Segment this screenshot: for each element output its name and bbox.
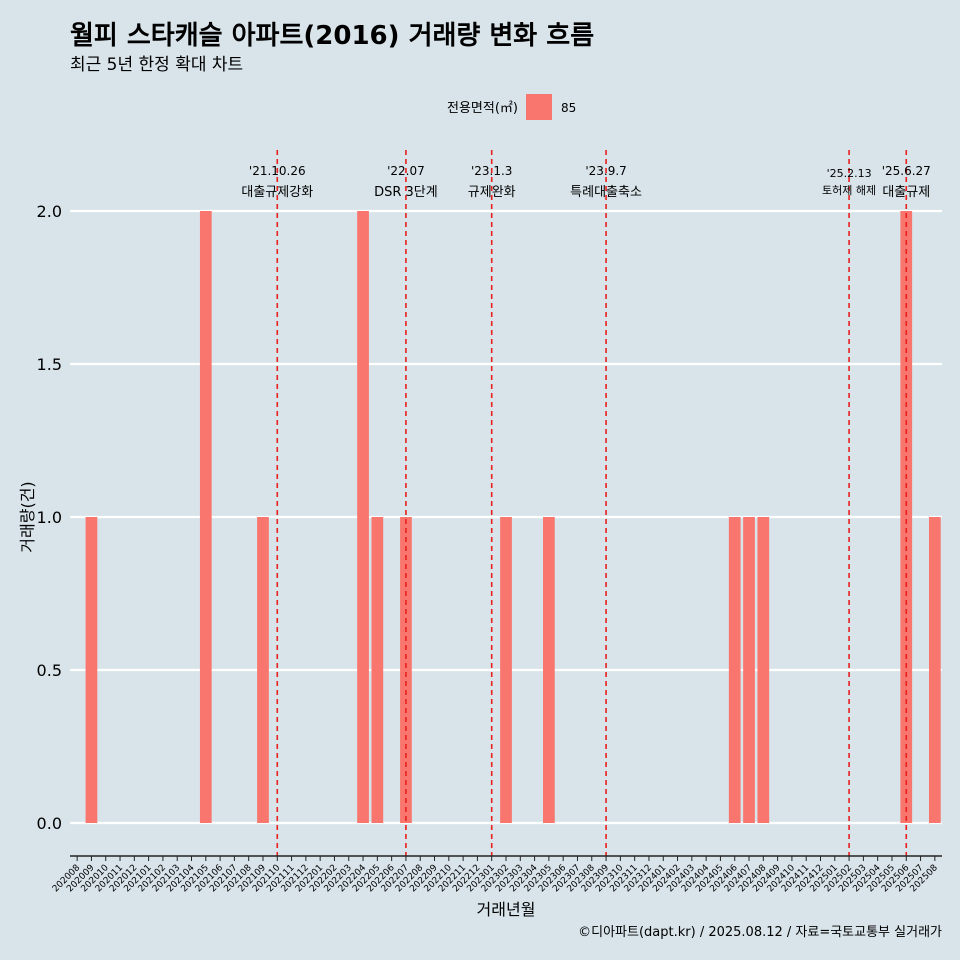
bar — [743, 517, 755, 823]
y-tick-label: 0.5 — [37, 661, 62, 680]
bar — [728, 517, 741, 823]
bar — [85, 517, 98, 823]
event-date: '25.6.27 — [882, 164, 931, 178]
y-axis-title: 거래량(건) — [18, 481, 37, 552]
bar — [357, 211, 369, 823]
bar — [543, 517, 555, 823]
y-tick-label: 1.0 — [37, 508, 62, 527]
bar — [257, 517, 269, 823]
bars — [85, 211, 941, 823]
y-tick-label: 1.5 — [37, 355, 62, 374]
event-label: 규제완화 — [468, 185, 516, 200]
event-label: DSR 3단계 — [374, 185, 438, 200]
x-axis: 2020082020092020102020112020122021012021… — [51, 855, 942, 894]
y-tick-label: 2.0 — [37, 202, 62, 221]
legend-title: 전용면적(㎡) — [447, 101, 518, 116]
event-date: '21.10.26 — [249, 164, 306, 178]
event-label: 대출규제강화 — [241, 185, 313, 200]
event-label: 대출규제 — [882, 185, 930, 200]
bar — [500, 517, 512, 823]
chart-title: 월피 스타캐슬 아파트(2016) 거래량 변화 흐름 — [70, 21, 594, 51]
event-date: '22.07 — [387, 164, 425, 178]
event-label: 토허제 해제 — [822, 183, 876, 197]
event-date: '23.1.3 — [471, 164, 512, 178]
y-tick-label: 0.0 — [37, 814, 62, 833]
bar — [900, 211, 913, 823]
event-annotations: '21.10.26 대출규제강화 '22.07 DSR 3단계 '23.1.3 규제완화 '… — [241, 150, 931, 856]
bar — [928, 517, 941, 823]
event-date: '25.2.13 — [827, 167, 872, 180]
y-axis: 0.0 0.5 1.0 1.5 2.0 — [37, 202, 62, 833]
bar — [199, 211, 212, 823]
bar — [400, 517, 412, 823]
chart-caption: ©디아파트(dapt.kr) / 2025.08.12 / 자료=국토교통부 실… — [578, 925, 942, 940]
legend: 전용면적(㎡) 85 — [447, 94, 576, 120]
bar — [371, 517, 384, 823]
event-label: 특례대출축소 — [570, 185, 642, 200]
legend-label: 85 — [561, 101, 576, 115]
x-axis-title: 거래년월 — [477, 900, 536, 919]
chart-subtitle: 최근 5년 한정 확대 차트 — [70, 55, 243, 75]
bar — [757, 517, 770, 823]
legend-swatch — [526, 94, 552, 120]
event-date: '23.9.7 — [585, 164, 626, 178]
